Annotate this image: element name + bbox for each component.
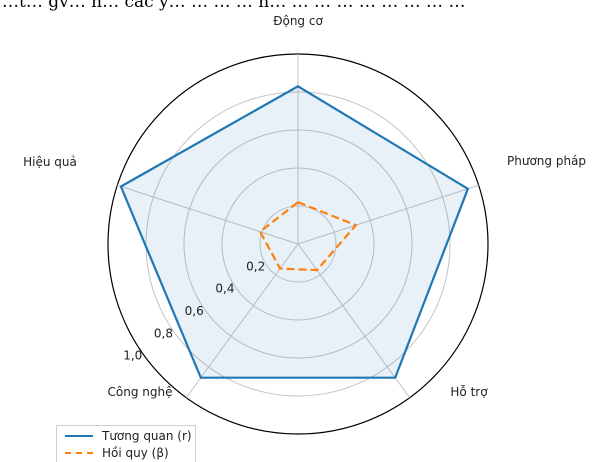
cropped-heading-text: …t… gv… n… các y… … … … h… … … … … … … …… [0, 0, 602, 14]
category-label: Phương pháp [507, 154, 586, 168]
radial-tick-label: 0,4 [215, 282, 234, 296]
legend-swatch-solid [65, 435, 93, 437]
legend-label: Hồi quy (β) [102, 446, 169, 460]
radial-tick-labels: 0,2 0,4 0,6 0,8 1,0 [123, 259, 265, 362]
category-label: Hỗ trợ [450, 385, 488, 399]
radial-tick-label: 0,6 [185, 304, 204, 318]
series-fill-area [120, 86, 468, 378]
legend: Tương quan (r) Hồi quy (β) [56, 425, 196, 462]
series-line-regression [258, 200, 358, 272]
legend-label: Tương quan (r) [102, 429, 192, 443]
axis-spoke [185, 243, 299, 399]
radial-tick-label: 1,0 [123, 349, 142, 363]
banner-text: …t… gv… n… các y… … … … h… … … … … … … …… [2, 0, 466, 12]
category-labels: Động cơ Phương pháp Hỗ trợ Công nghệ Hiệu qu… [23, 14, 586, 399]
series-layer [119, 85, 470, 379]
category-label: Công nghệ [108, 385, 173, 399]
series-line-correlation [119, 85, 470, 379]
category-label: Động cơ [273, 14, 323, 28]
legend-swatch-dashed [65, 452, 93, 454]
radial-tick-label: 0,2 [246, 259, 265, 273]
axis-spoke [117, 184, 299, 245]
legend-item-regression: Hồi quy (β) [65, 445, 169, 461]
legend-item-correlation: Tương quan (r) [65, 428, 192, 444]
category-label: Hiệu quả [23, 155, 77, 169]
axis-spoke [297, 184, 479, 245]
radial-tick-label: 0,8 [154, 326, 173, 340]
